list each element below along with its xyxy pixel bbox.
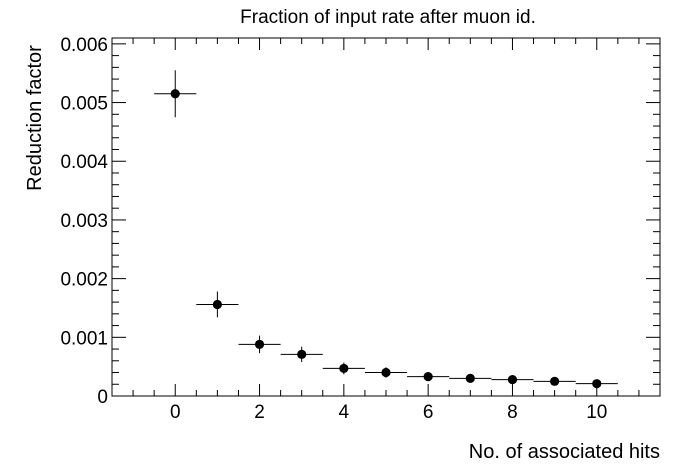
data-point <box>154 70 197 118</box>
marker <box>339 363 349 374</box>
y-tick-label: 0.002 <box>60 270 108 291</box>
marker <box>423 372 433 382</box>
data-point <box>196 291 239 318</box>
x-tick-label: 6 <box>423 402 434 423</box>
y-tick-label: 0 <box>97 387 108 408</box>
y-axis-title: Reduction factor <box>24 45 46 191</box>
plot-frame <box>111 37 661 397</box>
axis-ticks <box>111 38 661 397</box>
y-tick-label: 0.004 <box>60 152 108 173</box>
y-tick-label: 0.006 <box>60 35 108 56</box>
data-point <box>533 376 576 386</box>
marker <box>507 374 518 385</box>
marker <box>297 349 307 359</box>
marker <box>170 89 180 99</box>
chart-title: Fraction of input rate after muon id. <box>240 7 536 28</box>
data-points <box>154 70 618 389</box>
marker <box>212 299 222 310</box>
data-point <box>238 335 281 354</box>
x-tick-label: 2 <box>254 402 265 423</box>
marker <box>465 373 475 383</box>
data-point <box>575 379 618 389</box>
data-point <box>449 373 492 383</box>
data-point <box>322 362 365 375</box>
y-tick-label: 0.003 <box>60 211 108 232</box>
x-axis-title: No. of associated hits <box>469 441 660 463</box>
y-tick-label: 0.001 <box>60 328 108 349</box>
x-tick-label: 0 <box>170 402 181 423</box>
data-point <box>491 374 534 385</box>
x-tick-label: 4 <box>339 402 350 423</box>
marker <box>550 376 560 386</box>
x-tick-label: 8 <box>507 402 518 423</box>
data-point <box>280 346 323 362</box>
y-tick-label: 0.005 <box>60 94 108 115</box>
marker <box>381 367 391 378</box>
x-tick-label: 10 <box>586 402 607 423</box>
data-point <box>407 372 450 382</box>
marker <box>592 379 602 389</box>
data-point <box>364 367 408 378</box>
tick-labels: 0 2 4 6 8 10 0 0.001 0.002 0.003 0.004 0.005 0.006 <box>60 35 607 423</box>
marker <box>254 339 265 349</box>
